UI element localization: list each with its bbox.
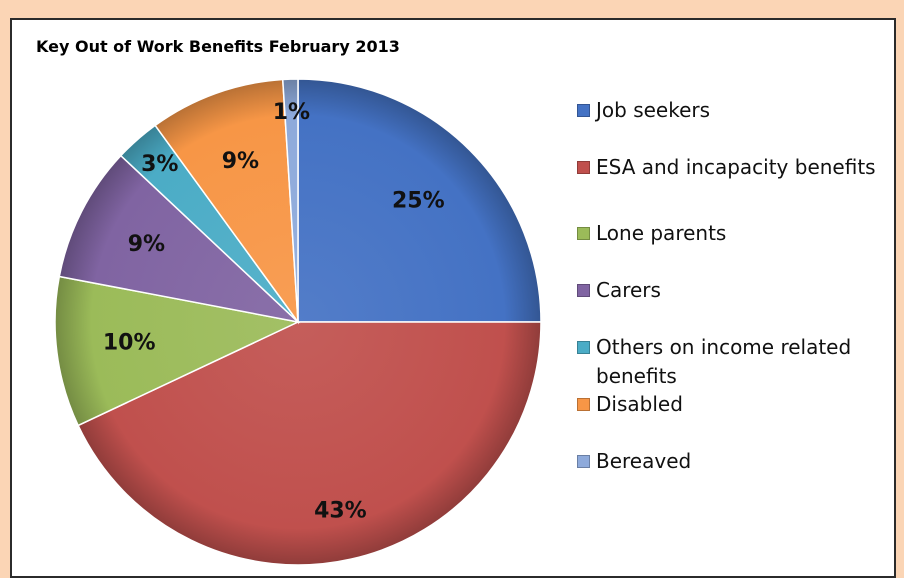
pie-slice-job-seekers: [297, 78, 542, 323]
chart-title: Key Out of Work Benefits February 2013: [36, 37, 400, 56]
legend-label: Bereaved: [596, 449, 692, 473]
legend-label: Lone parents: [596, 221, 727, 245]
pie-slice-carers: [58, 154, 301, 324]
legend-item-esa-and-incapacity-benefits: ESA and incapacity benefits: [577, 153, 881, 182]
legend-swatch: [577, 398, 590, 411]
data-label-others-on-income-related-benefits: 3%: [141, 152, 178, 177]
data-label-lone-parents: 10%: [103, 330, 156, 355]
legend-item-lone-parents: Lone parents: [577, 219, 881, 248]
legend-swatch: [577, 284, 590, 297]
legend-swatch: [577, 104, 590, 117]
legend-label: Others on income related benefits: [596, 335, 852, 388]
data-label-job-seekers: 25%: [392, 189, 445, 214]
legend-label: ESA and incapacity benefits: [596, 155, 876, 179]
data-label-bereaved: 1%: [273, 100, 310, 125]
legend-swatch: [577, 341, 590, 354]
legend-swatch: [577, 161, 590, 174]
pie-slice-bereaved: [281, 78, 299, 323]
data-label-carers: 9%: [128, 232, 165, 257]
chart-panel: Key Out of Work Benefits February 2013 2…: [10, 18, 896, 578]
pie-chart: 25% 43% 10% 9% 3% 9% 1%: [54, 78, 542, 566]
legend-item-job-seekers: Job seekers: [577, 96, 881, 125]
pie-slice-esa-and-incapacity-benefits: [77, 321, 542, 566]
legend-item-others-on-income-related-benefits: Others on income related benefits: [577, 333, 881, 391]
legend-label: Disabled: [596, 392, 683, 416]
legend-label: Carers: [596, 278, 661, 302]
legend-swatch: [577, 227, 590, 240]
data-label-esa-and-incapacity-benefits: 43%: [314, 499, 367, 524]
legend-item-disabled: Disabled: [577, 390, 881, 419]
legend-item-bereaved: Bereaved: [577, 447, 881, 476]
data-label-disabled: 9%: [222, 149, 259, 174]
pie-slice-lone-parents: [54, 275, 301, 427]
legend-swatch: [577, 455, 590, 468]
legend-label: Job seekers: [596, 98, 711, 122]
legend-item-carers: Carers: [577, 276, 881, 305]
pie-slice-disabled: [154, 78, 299, 325]
